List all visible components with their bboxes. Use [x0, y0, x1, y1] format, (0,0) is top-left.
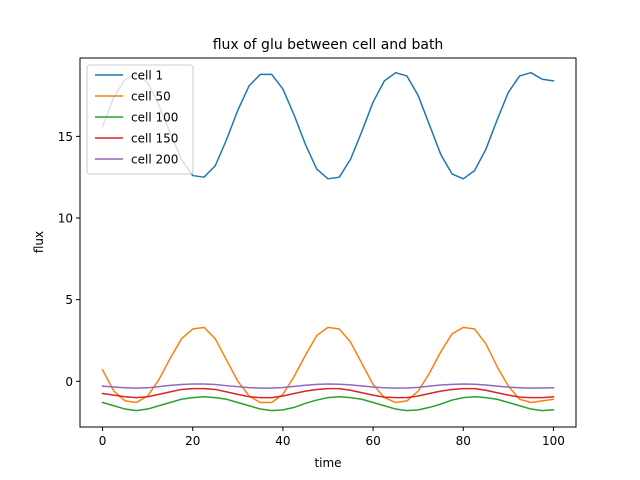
legend-label: cell 150	[131, 132, 178, 146]
legend-box	[86, 64, 194, 175]
y-axis: 0 5 10 15	[58, 130, 80, 389]
x-tick-label: 0	[99, 434, 107, 448]
y-tick-label: 0	[65, 375, 73, 389]
legend: cell 1 cell 50 cell 100 cell 150 cell 200	[86, 64, 194, 175]
series-line-cell-200	[101, 383, 555, 389]
x-tick-label: 20	[185, 434, 200, 448]
legend-label: cell 100	[131, 111, 178, 125]
y-tick-label: 5	[65, 293, 73, 307]
legend-label: cell 200	[131, 153, 178, 167]
x-tick-label: 60	[365, 434, 380, 448]
x-tick-label: 100	[542, 434, 565, 448]
x-axis: 0 20 40 60 80 100	[99, 427, 565, 448]
x-tick-label: 80	[456, 434, 471, 448]
legend-label: cell 1	[131, 69, 163, 83]
y-tick-label: 15	[58, 130, 73, 144]
y-tick-label: 10	[58, 212, 73, 226]
series-line-cell-150	[101, 387, 555, 399]
legend-label: cell 50	[131, 90, 171, 104]
chart-title: flux of glu between cell and bath	[213, 37, 444, 53]
plot-frame	[79, 57, 577, 428]
series-line-cell-100	[101, 396, 555, 412]
x-axis-label: time	[314, 456, 341, 470]
y-axis-label: flux	[32, 231, 46, 253]
series-line-cell-50	[101, 326, 555, 404]
x-tick-label: 40	[275, 434, 290, 448]
